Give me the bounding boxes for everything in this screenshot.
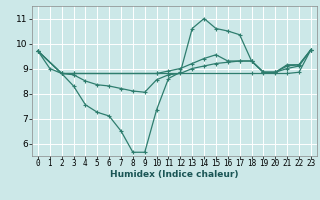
X-axis label: Humidex (Indice chaleur): Humidex (Indice chaleur) bbox=[110, 170, 239, 179]
